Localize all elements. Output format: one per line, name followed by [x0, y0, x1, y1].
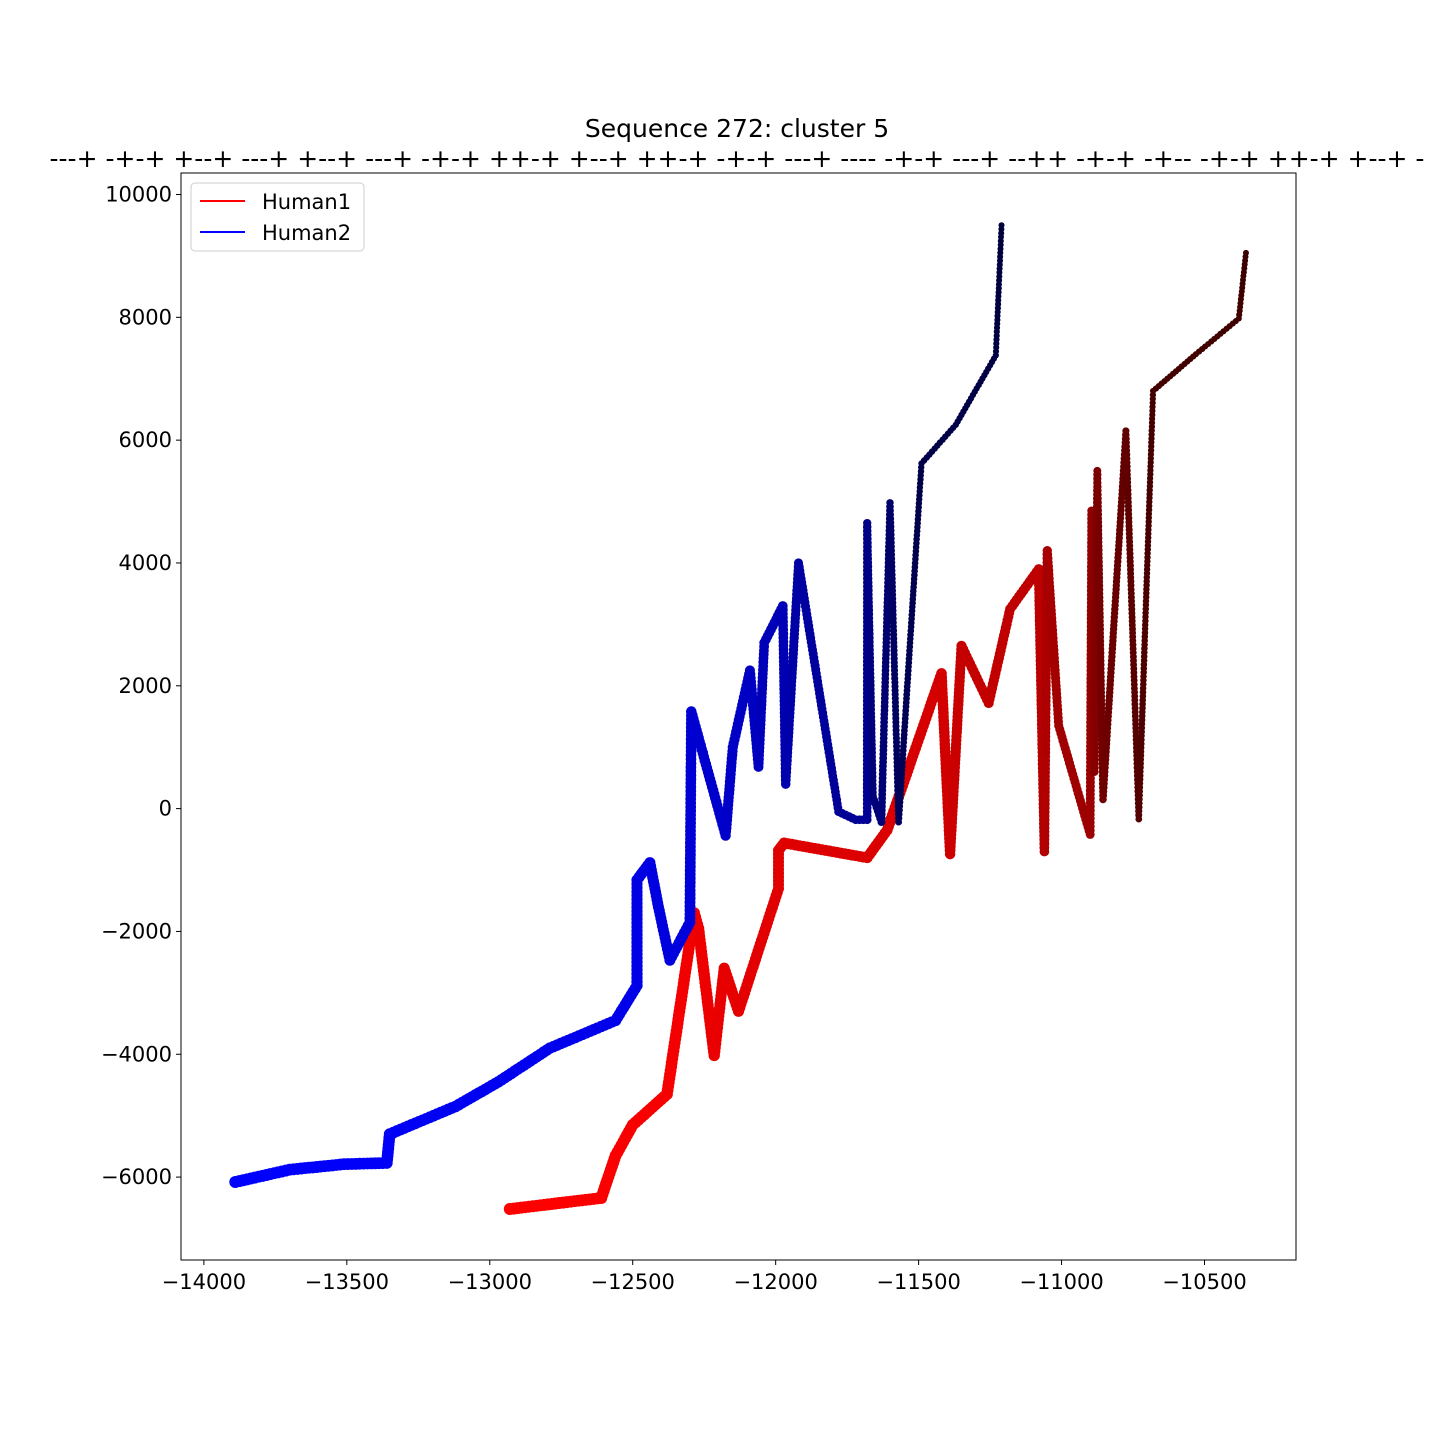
series-layer [229, 222, 1249, 1215]
series-human2 [229, 222, 1005, 1188]
y-tick-label: 10000 [105, 182, 172, 206]
x-tick-label: −11500 [876, 1270, 960, 1294]
chart-subtitle: ---+ -+-+ +--+ ---+ +--+ ---+ -+-+ ++-+ … [50, 144, 1425, 173]
y-tick-label: 8000 [119, 305, 172, 329]
series-human1 [503, 249, 1249, 1215]
x-tick-label: −14000 [162, 1270, 246, 1294]
x-tick-label: −12500 [591, 1270, 675, 1294]
trajectory-point [1242, 249, 1249, 256]
x-tick-label: −12000 [733, 1270, 817, 1294]
y-axis: −6000 −4000 −2000 0 2000 4000 6000 8000 10000 [101, 182, 181, 1189]
chart-title: Sequence 272: cluster 5 [585, 114, 889, 143]
legend: Human1 Human2 [190, 182, 365, 252]
x-tick-label: −11000 [1019, 1270, 1103, 1294]
y-tick-label: 0 [159, 797, 172, 821]
y-tick-label: 4000 [119, 551, 172, 575]
y-tick-label: −6000 [101, 1165, 172, 1189]
plot-frame [180, 172, 1297, 1261]
x-tick-label: −13500 [305, 1270, 389, 1294]
x-tick-label: −13000 [448, 1270, 532, 1294]
y-tick-label: −4000 [101, 1042, 172, 1066]
y-tick-label: 6000 [119, 428, 172, 452]
legend-label-human1: Human1 [262, 190, 351, 214]
x-tick-label: −10500 [1162, 1270, 1246, 1294]
trajectory-point [998, 222, 1005, 229]
legend-label-human2: Human2 [262, 221, 351, 245]
y-tick-label: 2000 [119, 674, 172, 698]
y-tick-label: −2000 [101, 919, 172, 943]
x-axis: −14000 −13500 −13000 −12500 −12000 −11500 −110… [162, 1260, 1247, 1294]
